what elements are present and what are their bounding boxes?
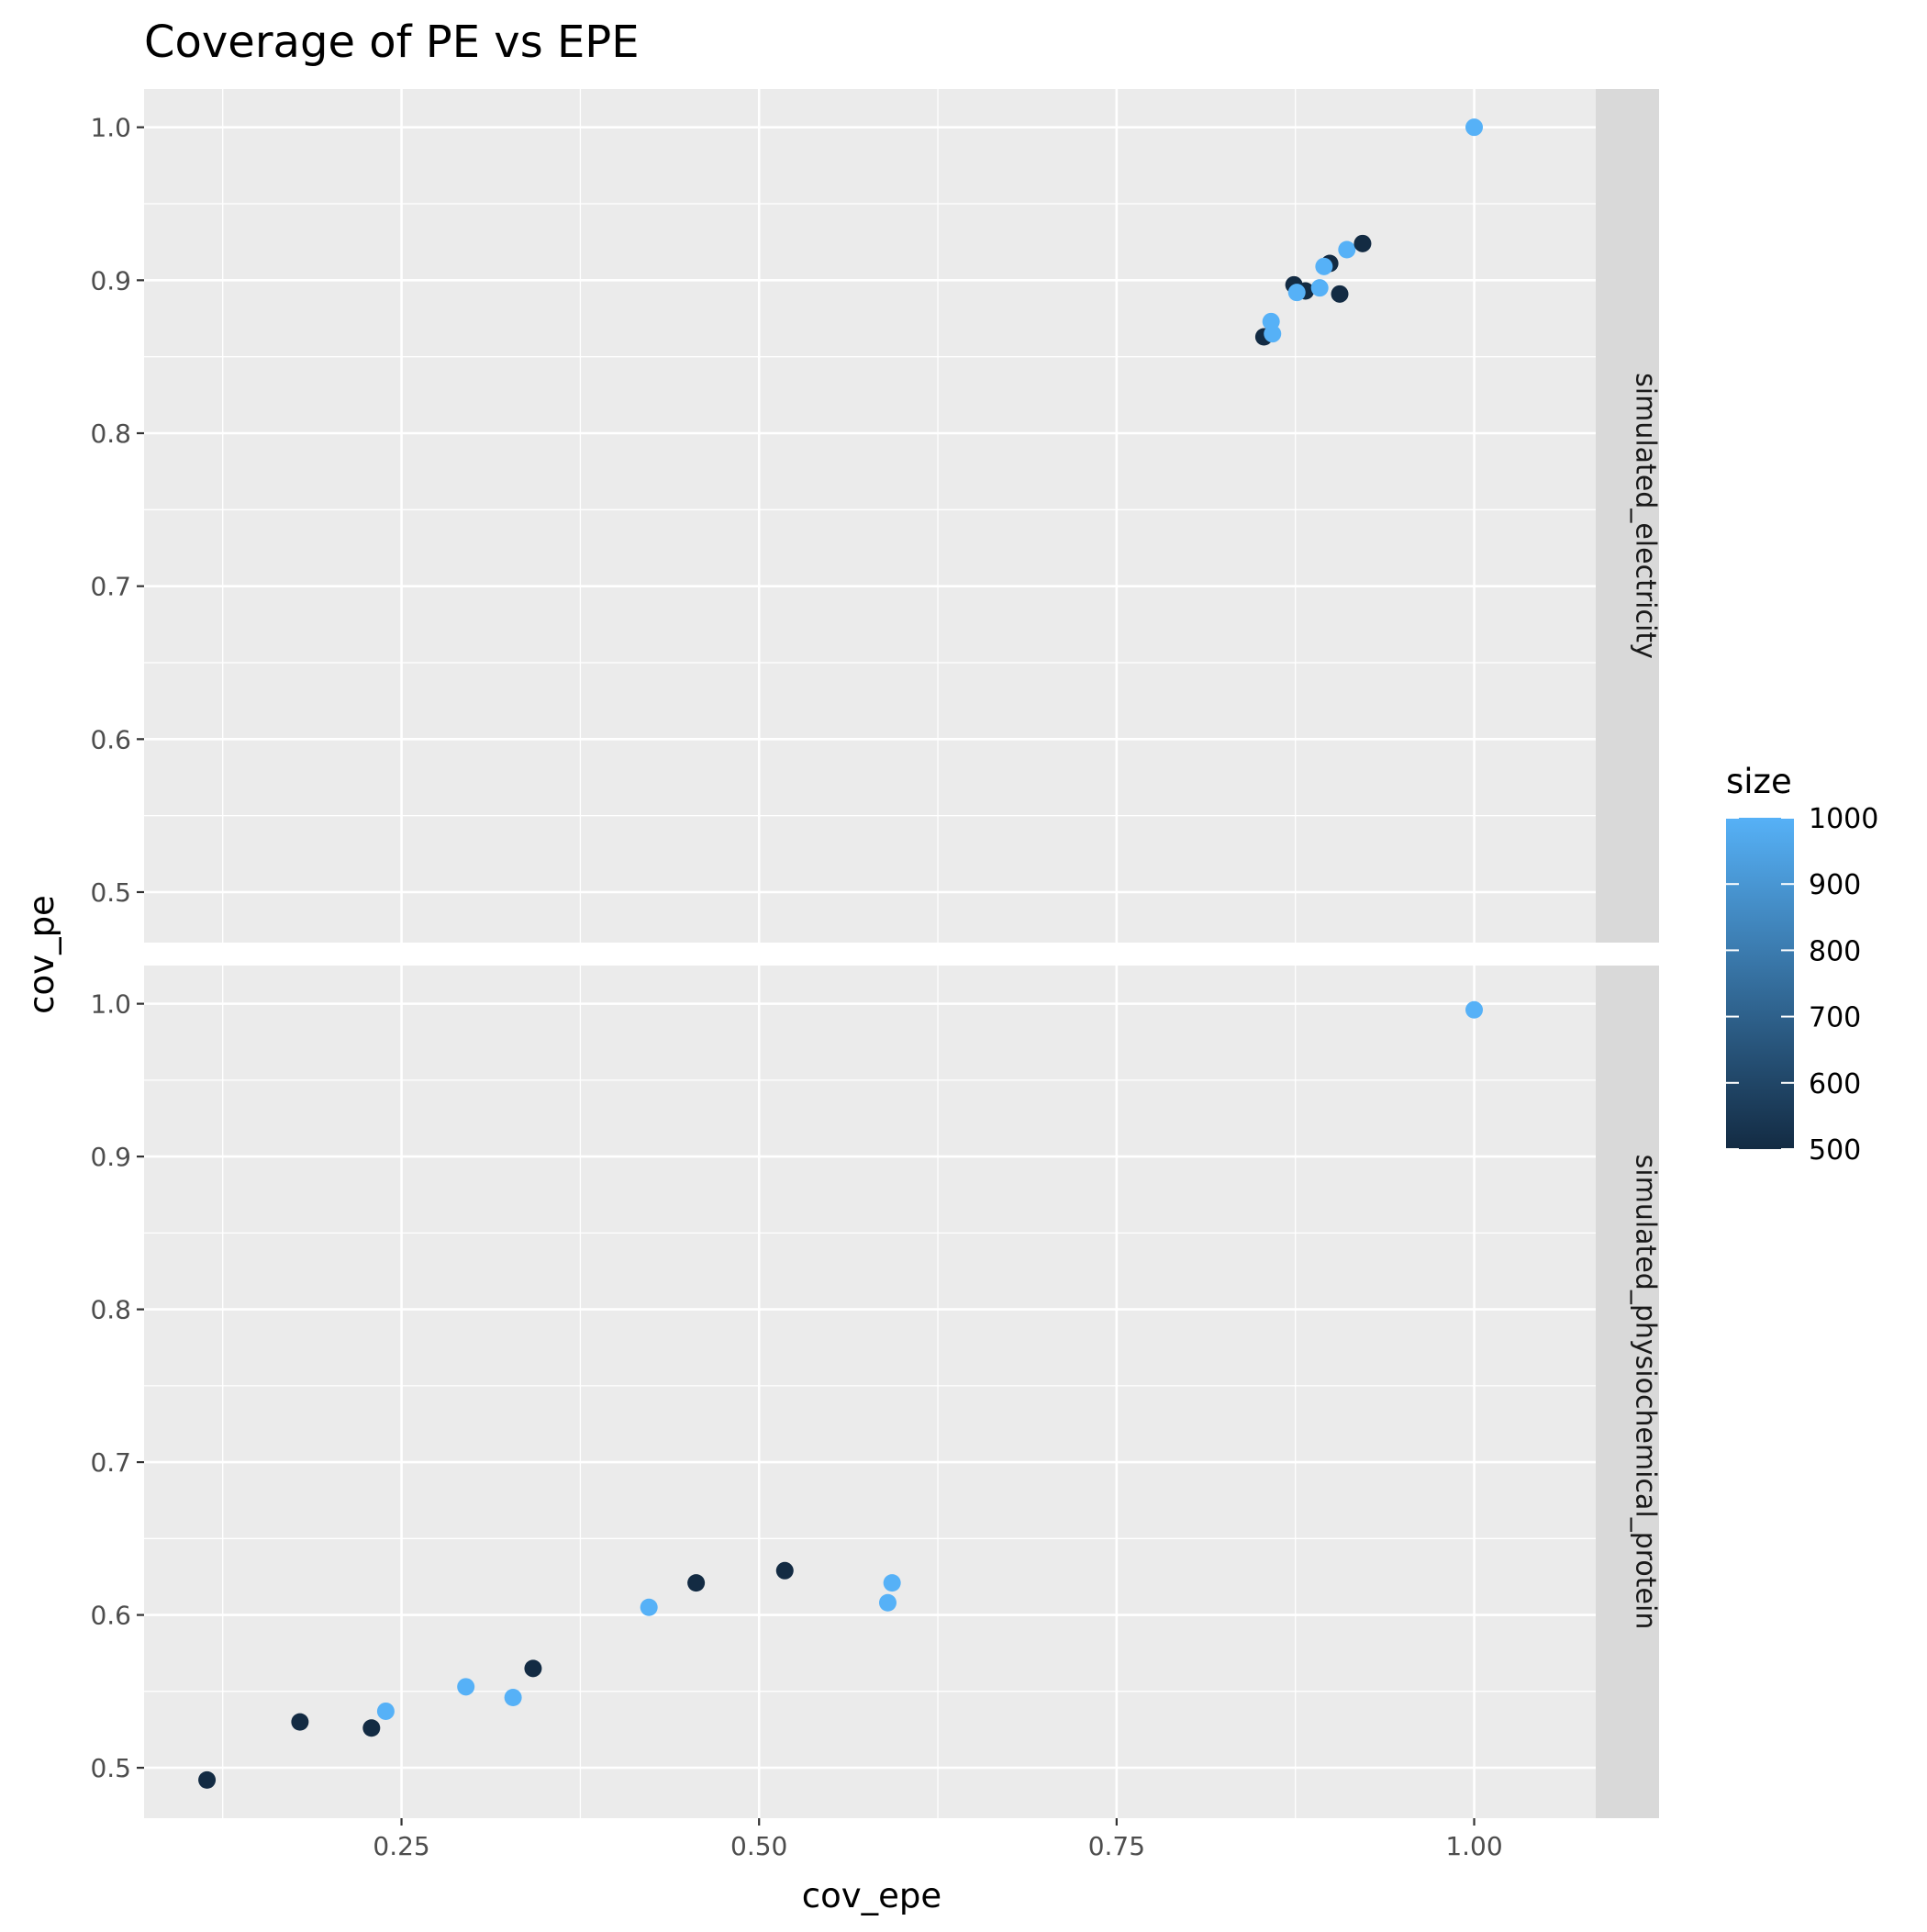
- facet-strip: [1596, 89, 1659, 943]
- colorbar: [1726, 818, 1794, 1149]
- y-tick-label: 0.8: [90, 1295, 131, 1325]
- legend-title: size: [1726, 762, 1792, 801]
- data-point: [1310, 279, 1329, 297]
- data-point: [878, 1593, 897, 1612]
- y-axis-title: cov_pe: [22, 895, 61, 1014]
- y-tick-label: 0.9: [90, 265, 131, 296]
- data-point: [1338, 240, 1356, 259]
- data-point: [504, 1688, 522, 1706]
- data-point: [1353, 234, 1372, 252]
- y-tick-label: 0.7: [90, 1447, 131, 1478]
- facet-panel-2: 0.5 0.6 0.7 0.8 0.9 1.0 simulated_physiochemic…: [90, 966, 1662, 1818]
- y-tick-label: 0.5: [90, 1753, 131, 1783]
- panel-background: [144, 89, 1596, 943]
- facet-panels: 0.50.60.70.80.91.0simulated_electricity0…: [90, 89, 1662, 1818]
- data-point: [376, 1702, 395, 1720]
- data-point: [291, 1713, 309, 1731]
- data-point: [775, 1561, 794, 1580]
- y-tick-label: 0.9: [90, 1142, 131, 1172]
- legend-label: 900: [1809, 869, 1861, 901]
- data-point: [1465, 118, 1484, 137]
- data-point: [1465, 1000, 1484, 1019]
- y-tick-label: 0.6: [90, 1601, 131, 1631]
- data-point: [687, 1574, 706, 1592]
- x-tick-label: 0.25: [373, 1831, 429, 1861]
- facet-panel-1: 0.5 0.6 0.7 0.8 0.9 1.0 simulated_electricity: [90, 89, 1662, 943]
- data-point: [362, 1719, 381, 1737]
- y-tick-label: 0.8: [90, 419, 131, 449]
- data-point: [1315, 257, 1333, 275]
- legend-label: 500: [1809, 1134, 1861, 1167]
- y-tick-label: 0.5: [90, 877, 131, 908]
- legend-label: 700: [1809, 1002, 1861, 1034]
- legend-label: 1000: [1809, 803, 1878, 835]
- y-tick-label: 0.7: [90, 572, 131, 602]
- data-point: [1287, 284, 1306, 302]
- panel-background: [144, 966, 1596, 1818]
- data-point: [640, 1598, 658, 1616]
- x-tick-label: 0.75: [1088, 1831, 1145, 1861]
- y-tick-label: 1.0: [90, 113, 131, 143]
- data-point: [457, 1678, 475, 1696]
- data-point: [1264, 325, 1282, 343]
- legend-label: 800: [1809, 935, 1861, 967]
- facet-strip-label: simulated_physiochemical_protein: [1630, 1155, 1662, 1630]
- data-point: [883, 1574, 901, 1592]
- x-axis-title: cov_epe: [802, 1876, 941, 1915]
- data-point: [1331, 285, 1349, 303]
- facet-strip: [1596, 966, 1659, 1818]
- y-tick-label: 1.0: [90, 989, 131, 1020]
- legend-label: 600: [1809, 1068, 1861, 1100]
- data-point: [198, 1770, 217, 1789]
- legend: size 500 600 700 800 900 1000: [1726, 762, 1878, 1167]
- y-tick-label: 0.6: [90, 724, 131, 754]
- facet-strip-label: simulated_electricity: [1630, 373, 1662, 659]
- plot-title: Coverage of PE vs EPE: [144, 17, 640, 68]
- data-point: [524, 1659, 542, 1678]
- x-tick-label: 1.00: [1445, 1831, 1502, 1861]
- x-tick-label: 0.50: [730, 1831, 787, 1861]
